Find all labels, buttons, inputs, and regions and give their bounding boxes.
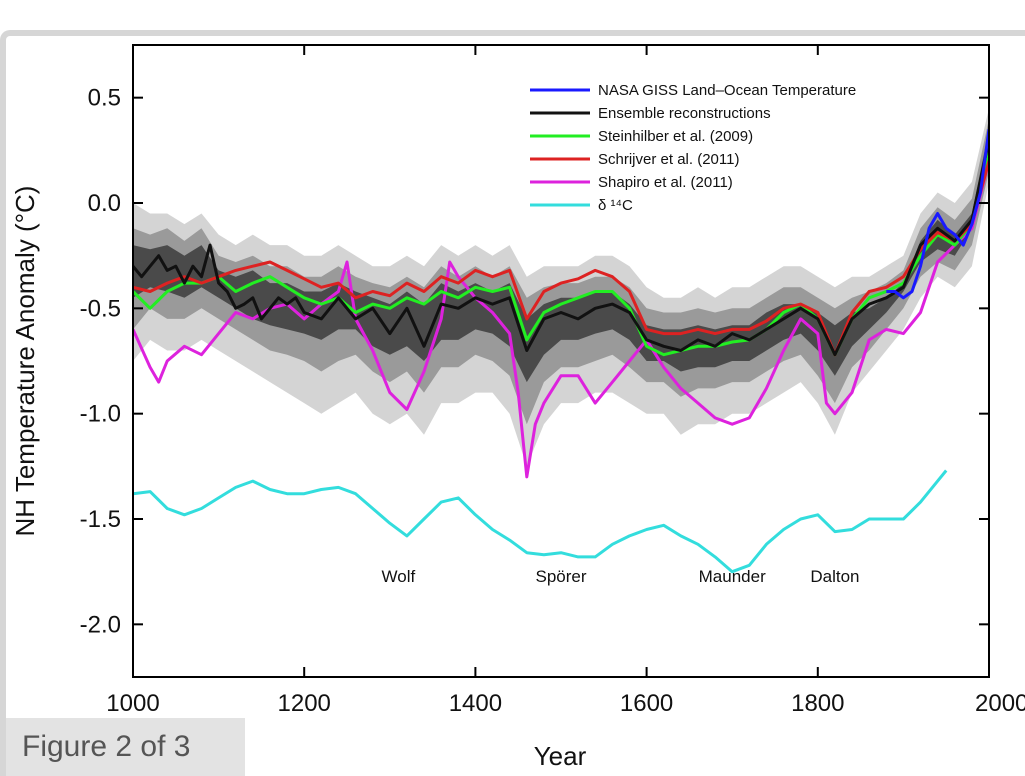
plot-area-border (132, 44, 990, 678)
x-tick-label: 1400 (449, 690, 502, 717)
y-tick-label: 0.0 (88, 190, 121, 217)
y-tick-label: -2.0 (80, 611, 121, 638)
x-tick-label: 1200 (278, 690, 331, 717)
x-tick-label: 1800 (791, 690, 844, 717)
legend-entry: NASA GISS Land–Ocean Temperature (598, 82, 856, 99)
ensemble-series-line (133, 139, 989, 357)
x-tick-label: 1600 (620, 690, 673, 717)
legend-entry: Steinhilber et al. (2009) (598, 128, 753, 145)
shapiro-series-line (133, 160, 989, 479)
minimum-annotations: Wolf Spörer Maunder Dalton (382, 567, 860, 586)
annotation-label: Maunder (699, 567, 766, 586)
x-tick-label: 1000 (106, 690, 159, 717)
card-border (0, 30, 1025, 776)
y-tick-label: 0.5 (88, 85, 121, 112)
legend: NASA GISS Land–Ocean Temperature Ensemble… (530, 82, 856, 214)
y-axis: 0.5 0.0 -0.5 -1.0 -1.5 -2.0 (80, 85, 989, 638)
series-lines (133, 129, 989, 574)
nasa-series-line (886, 129, 989, 300)
legend-entry: Shapiro et al. (2011) (598, 174, 733, 191)
y-tick-label: -1.5 (80, 506, 121, 533)
band-mid (133, 118, 989, 425)
x-axis: 1000 1200 1400 1600 1800 2000 (106, 45, 1025, 717)
annotation-label: Wolf (382, 567, 416, 586)
annotation-label: Spörer (535, 567, 586, 586)
y-tick-label: -0.5 (80, 295, 121, 322)
legend-entry: Schrijver et al. (2011) (598, 151, 739, 168)
figure-caption: Figure 2 of 3 (6, 718, 245, 776)
c14-series-line (133, 469, 948, 574)
y-tick-label: -1.0 (80, 401, 121, 428)
annotation-label: Dalton (810, 567, 859, 586)
x-tick-label: 2000 (975, 690, 1025, 717)
x-axis-title: Year (534, 741, 587, 771)
legend-entry: Ensemble reconstructions (598, 105, 771, 122)
schrijver-series-line (133, 160, 989, 357)
legend-entry: δ ¹⁴C (598, 197, 633, 214)
y-axis-title: NH Temperature Anomaly (°C) (10, 186, 40, 537)
ensemble-uncertainty-bands (133, 108, 989, 467)
top-bar (0, 0, 1025, 34)
